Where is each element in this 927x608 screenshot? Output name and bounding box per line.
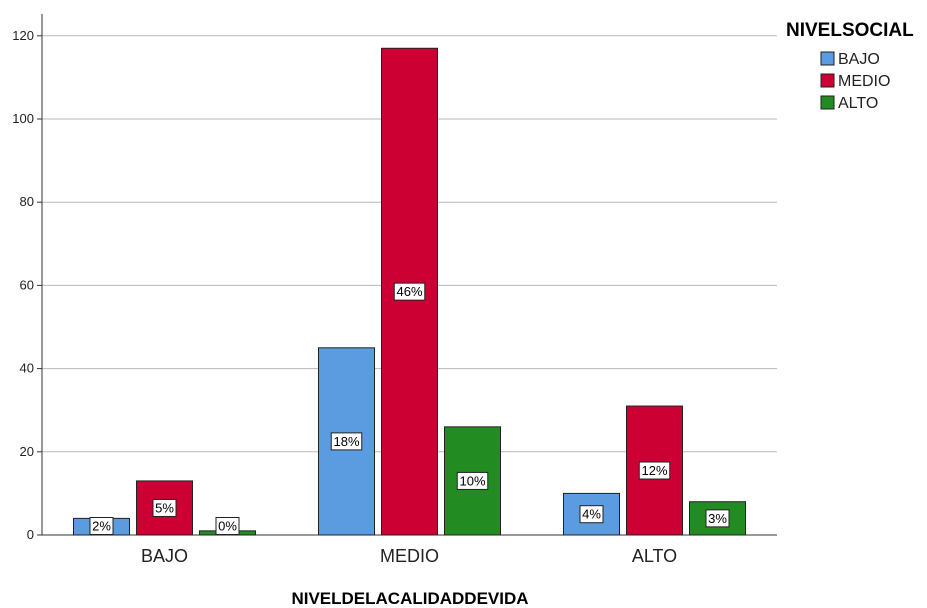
data-label-text: 18%: [333, 434, 359, 449]
data-label: 12%: [638, 461, 671, 480]
data-label-text: 3%: [708, 511, 727, 526]
x-tick-label: BAJO: [141, 546, 188, 566]
data-label: 4%: [579, 505, 604, 524]
data-label-text: 10%: [459, 473, 485, 488]
data-label: 2%: [89, 517, 114, 535]
data-label-box: [638, 461, 671, 480]
data-label-text: 46%: [396, 284, 422, 299]
data-label-text: 4%: [582, 507, 601, 522]
data-label: 3%: [705, 509, 730, 528]
data-label-box: [330, 432, 363, 451]
data-label: 18%: [330, 432, 363, 451]
legend-label-bajo: BAJO: [838, 51, 880, 68]
legend-label-alto: ALTO: [838, 95, 878, 112]
data-label-text: 5%: [155, 500, 174, 515]
data-label: 46%: [393, 282, 426, 301]
legend-swatch-medio: [820, 73, 835, 88]
data-label: 10%: [456, 471, 489, 490]
y-tick-label: 40: [20, 361, 34, 376]
y-tick-label: 80: [20, 194, 34, 209]
data-label-text: 12%: [641, 463, 667, 478]
bar-alto-alto: [689, 501, 746, 536]
y-tick-label: 120: [12, 28, 34, 43]
x-tick-label: ALTO: [632, 546, 677, 566]
y-tick-label: 20: [20, 444, 34, 459]
data-label-text: 0%: [218, 519, 237, 534]
data-label-box: [393, 282, 426, 301]
data-label-box: [705, 509, 730, 528]
legend-swatch-alto: [820, 95, 835, 110]
data-label-box: [89, 517, 114, 535]
x-tick-label: MEDIO: [380, 546, 439, 566]
data-label-box: [456, 471, 489, 490]
data-label-text: 2%: [92, 519, 111, 534]
y-tick-label: 100: [12, 111, 34, 126]
x-axis-title: NIVELDELACALIDADDEVIDA: [291, 589, 528, 608]
legend-label-medio: MEDIO: [838, 73, 890, 90]
data-labels: 2% 5% 0% 18% 46% 10% 4% 12% 3%: [89, 282, 730, 535]
legend: NIVELSOCIAL BAJO MEDIO ALTO: [786, 20, 914, 112]
y-tick-label: 0: [27, 527, 34, 542]
legend-swatch-bajo: [820, 51, 835, 66]
legend-title: NIVELSOCIAL: [786, 20, 914, 41]
legend-items: BAJO MEDIO ALTO: [820, 51, 890, 112]
data-label-box: [215, 517, 240, 535]
data-label-box: [152, 498, 177, 517]
data-label-box: [579, 505, 604, 524]
data-label: 5%: [152, 498, 177, 517]
data-label: 0%: [215, 517, 240, 535]
y-tick-label: 60: [20, 277, 34, 292]
